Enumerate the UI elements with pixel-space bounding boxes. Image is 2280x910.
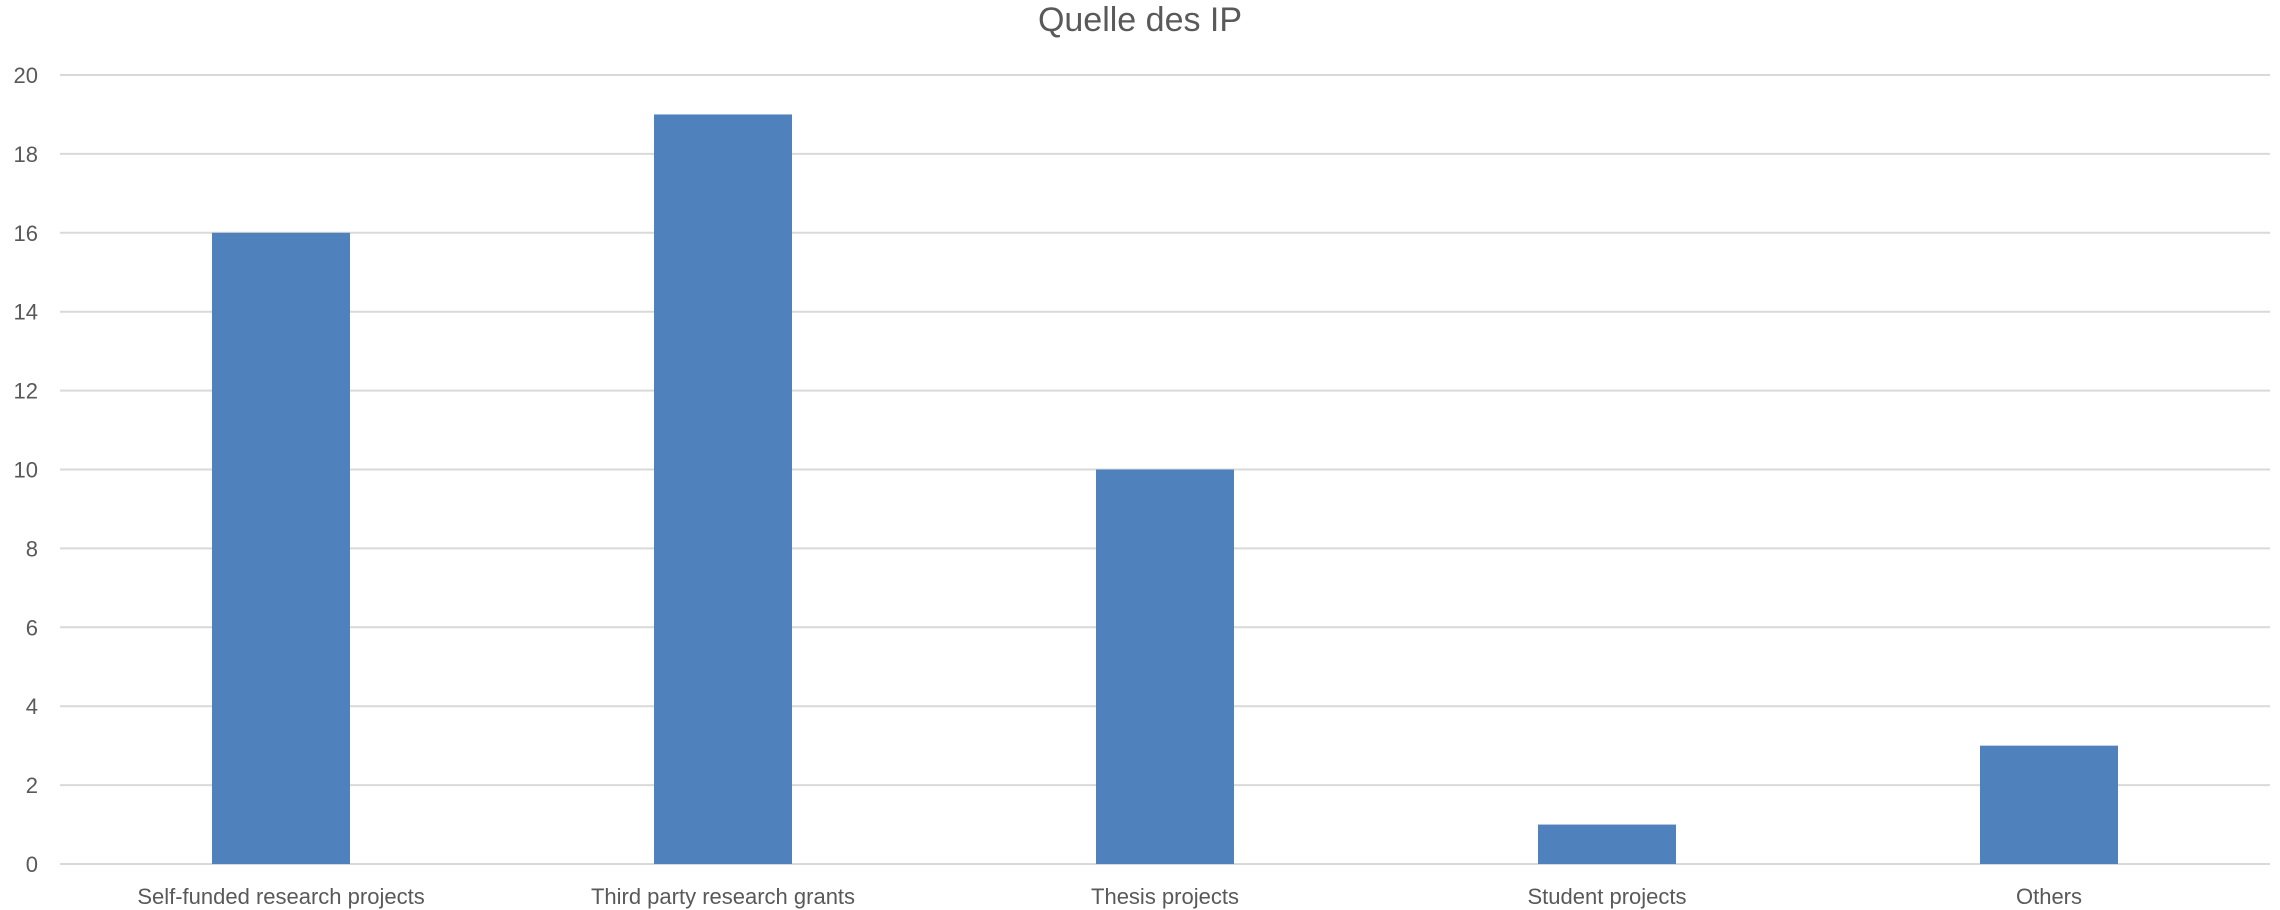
- y-tick-label: 14: [14, 300, 38, 325]
- y-tick-label: 4: [26, 694, 38, 719]
- y-axis-tick-labels: 0 2 4 6 8 10 12 14 16 18 20: [14, 63, 38, 877]
- x-tick-label: Thesis projects: [1091, 884, 1239, 909]
- x-axis-tick-labels: Self-funded research projects Third party…: [137, 884, 2082, 909]
- y-tick-label: 2: [26, 773, 38, 798]
- y-tick-label: 16: [14, 221, 38, 246]
- y-tick-label: 10: [14, 458, 38, 483]
- bar: [654, 114, 792, 864]
- bar: [1980, 745, 2118, 864]
- y-tick-label: 12: [14, 379, 38, 404]
- y-tick-label: 6: [26, 615, 38, 640]
- y-tick-label: 20: [14, 63, 38, 88]
- bar: [1096, 469, 1234, 864]
- chart-title: Quelle des IP: [1037, 1, 1243, 39]
- x-tick-label: Student projects: [1528, 884, 1687, 909]
- x-tick-label: Self-funded research projects: [137, 884, 424, 909]
- y-tick-label: 18: [14, 142, 38, 167]
- y-tick-label: 0: [26, 852, 38, 877]
- bar: [1538, 824, 1676, 864]
- y-tick-label: 8: [26, 536, 38, 561]
- x-tick-label: Third party research grants: [591, 884, 855, 909]
- bars: [212, 114, 2118, 865]
- bar: [212, 232, 350, 865]
- x-tick-label: Others: [2016, 884, 2082, 909]
